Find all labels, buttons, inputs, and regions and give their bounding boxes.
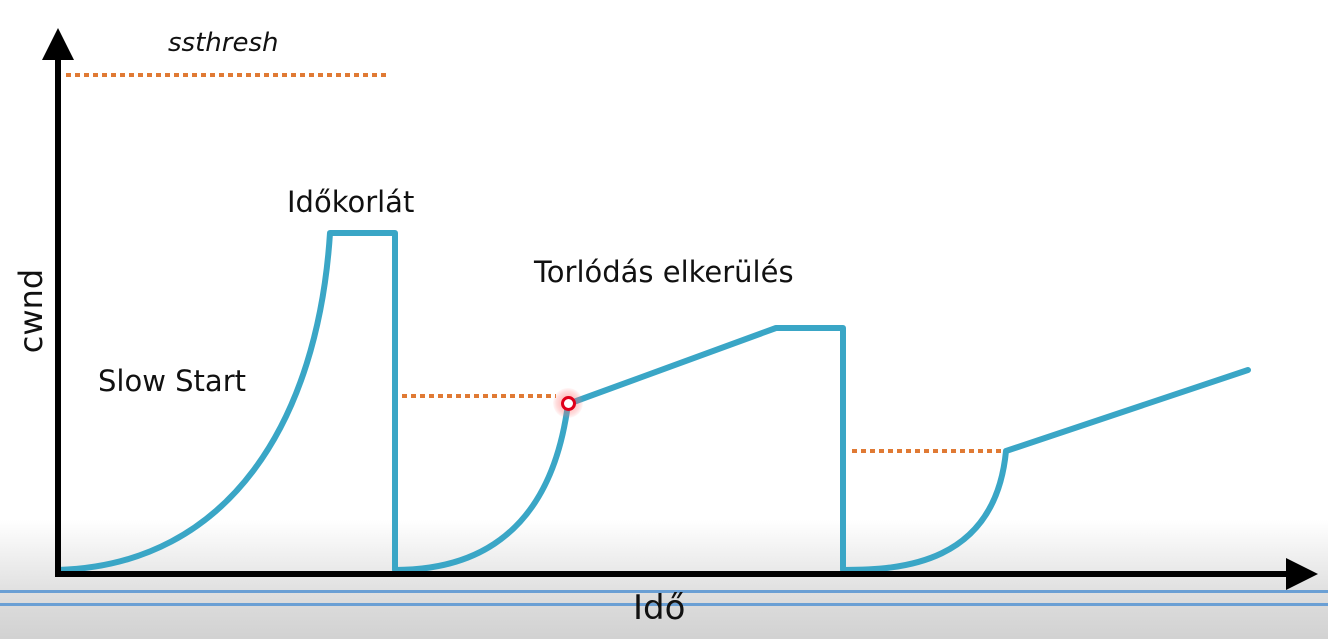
divider-line-top	[0, 590, 1328, 593]
ssthresh-label: ssthresh	[168, 28, 279, 58]
x-axis-arrowhead	[1286, 558, 1318, 590]
x-axis-label: Idő	[633, 588, 686, 628]
y-axis-label: cwnd	[12, 268, 50, 354]
congestion-avoidance-label: Torlódás elkerülés	[534, 255, 794, 289]
y-axis-arrowhead	[42, 28, 74, 60]
cwnd-curve	[55, 230, 1251, 573]
slow-start-label: Slow Start	[98, 364, 246, 398]
bottom-shade	[0, 520, 1328, 639]
divider-line-bottom	[0, 603, 1328, 606]
timeout-label: Időkorlát	[287, 185, 415, 219]
transition-marker	[561, 396, 576, 411]
